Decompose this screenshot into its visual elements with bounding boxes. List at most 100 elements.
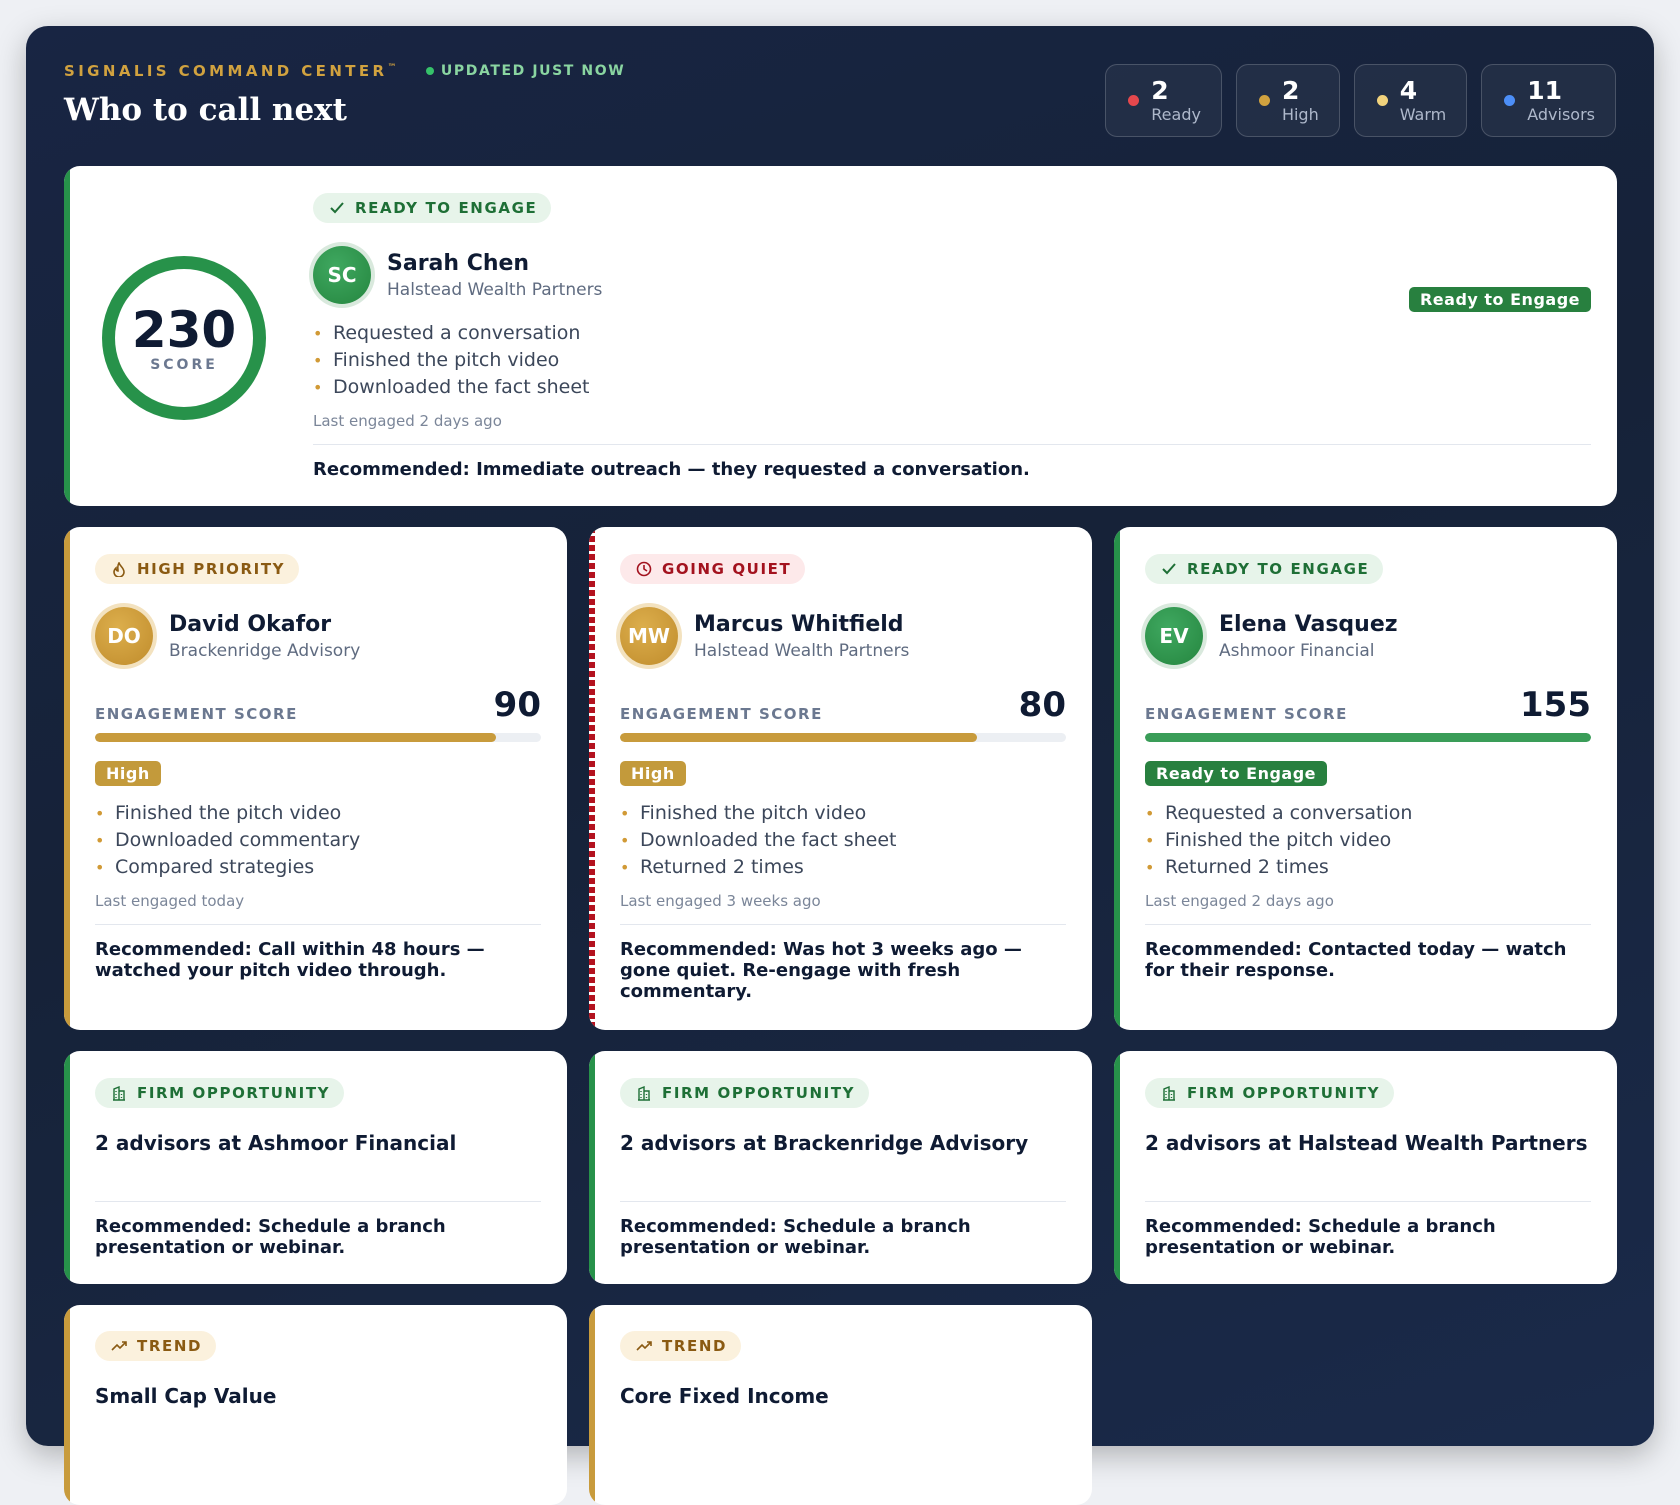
status-badge: Ready to Engage: [1408, 287, 1591, 312]
score-value: 80: [1018, 685, 1066, 725]
person-info: MW Marcus Whitfield Halstead Wealth Part…: [620, 607, 1066, 665]
status-badge: High: [95, 761, 161, 786]
status-badge: High: [620, 761, 686, 786]
advisors-dot-icon: [1504, 95, 1516, 106]
firm-tag: FIRM OPPORTUNITY: [95, 1078, 345, 1108]
advisor-card[interactable]: GOING QUIET MW Marcus Whitfield Halstead…: [589, 527, 1092, 1030]
list-item: Downloaded the fact sheet: [620, 827, 1066, 854]
list-item: Downloaded commentary: [95, 827, 541, 854]
list-item: Finished the pitch video: [620, 800, 1066, 827]
avatar: MW: [620, 607, 678, 665]
list-item: Compared strategies: [95, 854, 541, 881]
card-accent: [64, 166, 70, 506]
going-quiet-tag: GOING QUIET: [620, 554, 806, 584]
score-value: 155: [1520, 685, 1591, 725]
advisor-firm: Halstead Wealth Partners: [694, 640, 910, 661]
stat-ready[interactable]: 2 Ready: [1105, 64, 1222, 137]
score-progress-bar: [1145, 733, 1591, 742]
card-accent: [1114, 527, 1120, 1030]
divider: [1145, 924, 1591, 925]
recommendation: Recommended: Schedule a branch presentat…: [620, 1216, 971, 1258]
ready-dot-icon: [1128, 95, 1140, 106]
building-icon: [1161, 1085, 1177, 1101]
clock-icon: [636, 561, 652, 577]
last-engaged: Last engaged 2 days ago: [313, 412, 502, 430]
divider: [620, 1201, 1066, 1202]
list-item: Finished the pitch video: [95, 800, 541, 827]
card-accent-dashed: [589, 527, 595, 1030]
trend-card[interactable]: TREND Core Fixed Income: [589, 1305, 1092, 1505]
advisor-card[interactable]: READY TO ENGAGE EV Elena Vasquez Ashmoor…: [1114, 527, 1617, 1030]
ready-tag: READY TO ENGAGE: [1145, 554, 1384, 584]
score-ring: 230 SCORE: [102, 256, 266, 420]
firm-card[interactable]: FIRM OPPORTUNITY 2 advisors at Brackenri…: [589, 1051, 1092, 1284]
firm-title: 2 advisors at Brackenridge Advisory: [620, 1131, 1029, 1155]
firm-card[interactable]: FIRM OPPORTUNITY 2 advisors at Ashmoor F…: [64, 1051, 567, 1284]
status-badge: Ready to Engage: [1145, 761, 1328, 786]
avatar: DO: [95, 607, 153, 665]
activity-list: Requested a conversation Finished the pi…: [313, 320, 1591, 401]
advisor-name[interactable]: Elena Vasquez: [1219, 611, 1398, 637]
hero-advisor-card[interactable]: 230 SCORE READY TO ENGAGE SC Sarah Chen …: [64, 166, 1617, 506]
flame-icon: [111, 561, 127, 577]
trend-card[interactable]: TREND Small Cap Value: [64, 1305, 567, 1505]
card-accent: [589, 1051, 595, 1284]
list-item: Finished the pitch video: [1145, 827, 1591, 854]
person-info: SC Sarah Chen Halstead Wealth Partners: [313, 246, 1591, 304]
last-engaged: Last engaged 2 days ago: [1145, 892, 1334, 910]
firm-card[interactable]: FIRM OPPORTUNITY 2 advisors at Halstead …: [1114, 1051, 1617, 1284]
list-item: Finished the pitch video: [313, 347, 1591, 374]
advisor-name[interactable]: David Okafor: [169, 611, 332, 637]
stat-high[interactable]: 2 High: [1235, 64, 1340, 137]
page-title: Who to call next: [64, 92, 347, 128]
last-engaged: Last engaged 3 weeks ago: [620, 892, 821, 910]
building-icon: [111, 1085, 127, 1101]
trending-up-icon: [111, 1338, 127, 1354]
divider: [620, 924, 1066, 925]
trend-tag: TREND: [95, 1331, 217, 1361]
recommendation: Recommended: Was hot 3 weeks ago — gone …: [620, 939, 1022, 1002]
recommendation: Recommended: Contacted today — watch for…: [1145, 939, 1567, 981]
score-progress-bar: [95, 733, 541, 742]
score-row: ENGAGEMENT SCORE 155: [1145, 687, 1591, 723]
person-info: DO David Okafor Brackenridge Advisory: [95, 607, 541, 665]
list-item: Downloaded the fact sheet: [313, 374, 1591, 401]
building-icon: [636, 1085, 652, 1101]
card-accent: [64, 1305, 70, 1505]
check-icon: [1161, 561, 1177, 577]
firm-tag: FIRM OPPORTUNITY: [620, 1078, 870, 1108]
list-item: Returned 2 times: [620, 854, 1066, 881]
score-label: ENGAGEMENT SCORE: [1145, 705, 1348, 723]
card-accent: [589, 1305, 595, 1505]
advisor-name[interactable]: Sarah Chen: [387, 250, 530, 276]
score-value: 230: [131, 301, 237, 359]
advisor-firm: Brackenridge Advisory: [169, 640, 361, 661]
stat-warm[interactable]: 4 Warm: [1353, 64, 1468, 137]
score-row: ENGAGEMENT SCORE 80: [620, 687, 1066, 723]
advisor-card[interactable]: HIGH PRIORITY DO David Okafor Brackenrid…: [64, 527, 567, 1030]
ready-tag: READY TO ENGAGE: [313, 193, 552, 223]
live-dot-icon: [425, 67, 434, 75]
firm-title: 2 advisors at Halstead Wealth Partners: [1145, 1131, 1588, 1155]
advisor-name[interactable]: Marcus Whitfield: [694, 611, 904, 637]
recommendation: Recommended: Schedule a branch presentat…: [1145, 1216, 1496, 1258]
recommendation: Recommended: Immediate outreach — they r…: [313, 459, 1030, 480]
firm-tag: FIRM OPPORTUNITY: [1145, 1078, 1395, 1108]
divider: [95, 924, 541, 925]
activity-list: Finished the pitch video Downloaded comm…: [95, 800, 541, 881]
list-item: Requested a conversation: [313, 320, 1591, 347]
header-eyebrow: SIGNALIS COMMAND CENTER™ UPDATED JUST NO…: [64, 62, 625, 80]
activity-list: Finished the pitch video Downloaded the …: [620, 800, 1066, 881]
card-accent: [64, 1051, 70, 1284]
divider: [313, 444, 1591, 445]
avatar: EV: [1145, 607, 1203, 665]
advisor-firm: Ashmoor Financial: [1219, 640, 1375, 661]
trend-tag: TREND: [620, 1331, 742, 1361]
advisor-firm: Halstead Wealth Partners: [387, 279, 603, 300]
stat-advisors[interactable]: 11 Advisors: [1481, 64, 1616, 137]
firm-title: 2 advisors at Ashmoor Financial: [95, 1131, 457, 1155]
recommendation: Recommended: Schedule a branch presentat…: [95, 1216, 446, 1258]
list-item: Returned 2 times: [1145, 854, 1591, 881]
divider: [1145, 1201, 1591, 1202]
trending-up-icon: [636, 1338, 652, 1354]
